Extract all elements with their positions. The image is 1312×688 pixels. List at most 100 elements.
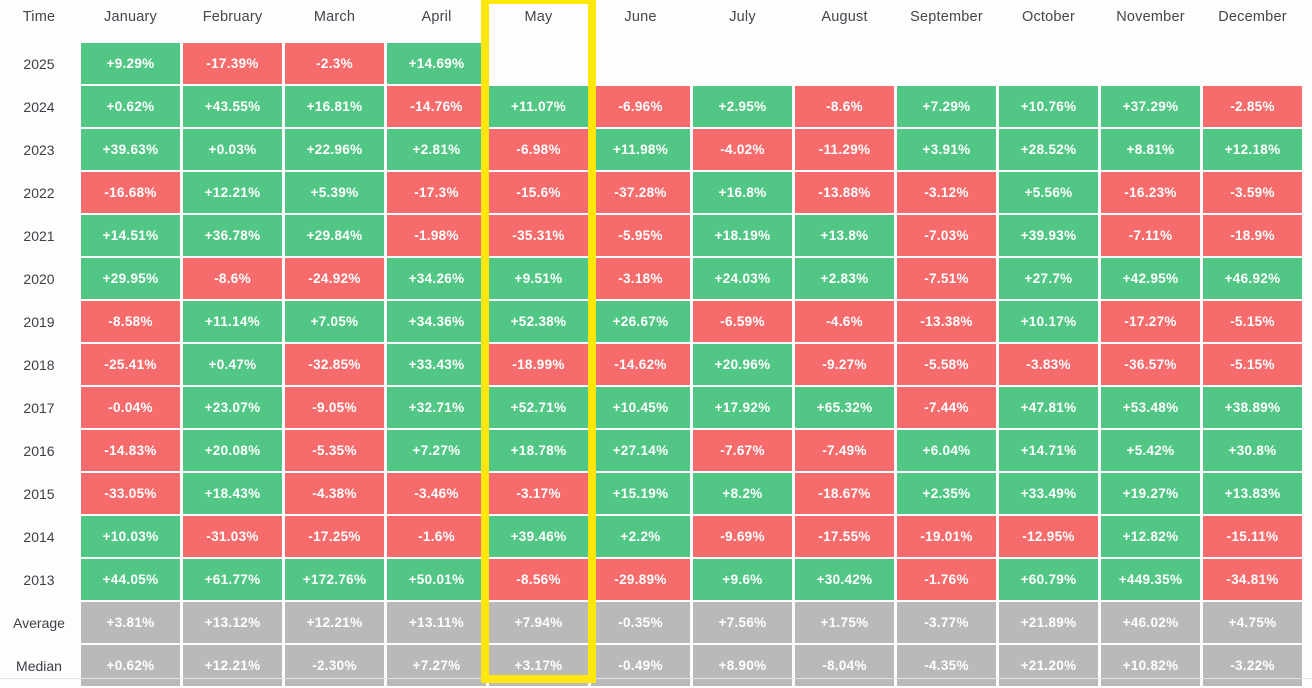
return-cell-2019-february: +11.14% (183, 301, 282, 342)
return-cell-2020-august: +2.83% (795, 258, 894, 299)
return-cell-2016-june: +27.14% (591, 430, 690, 471)
return-cell-2020-october: +27.7% (999, 258, 1098, 299)
return-cell-median-april: +7.27% (387, 645, 486, 686)
return-cell-2020-september: -7.51% (897, 258, 996, 299)
return-cell-2021-february: +36.78% (183, 215, 282, 256)
return-cell-2018-february: +0.47% (183, 344, 282, 385)
return-cell-2015-october: +33.49% (999, 473, 1098, 514)
return-cell-2022-july: +16.8% (693, 172, 792, 213)
return-cell-2016-march: -5.35% (285, 430, 384, 471)
return-cell-2021-november: -7.11% (1101, 215, 1200, 256)
return-cell-2015-june: +15.19% (591, 473, 690, 514)
column-header-february: February (202, 9, 263, 25)
return-cell-2015-february: +18.43% (183, 473, 282, 514)
return-cell-2016-august: -7.49% (795, 430, 894, 471)
return-cell-2021-september: -7.03% (897, 215, 996, 256)
column-header-june: June (624, 9, 657, 25)
return-cell-2015-november: +19.27% (1101, 473, 1200, 514)
return-cell-2018-november: -36.57% (1101, 344, 1200, 385)
return-cell-2024-january: +0.62% (81, 86, 180, 127)
column-header-january: January (104, 9, 157, 25)
return-cell-2019-september: -13.38% (897, 301, 996, 342)
return-cell-2016-february: +20.08% (183, 430, 282, 471)
return-cell-2016-april: +7.27% (387, 430, 486, 471)
return-cell-2014-december: -15.11% (1203, 516, 1302, 557)
return-cell-median-august: -8.04% (795, 645, 894, 686)
return-cell-2018-june: -14.62% (591, 344, 690, 385)
column-header-september: September (910, 9, 983, 25)
row-label-2020: 2020 (23, 270, 55, 287)
return-cell-2015-march: -4.38% (285, 473, 384, 514)
return-cell-2013-november: +449.35% (1101, 559, 1200, 600)
return-cell-median-september: -4.35% (897, 645, 996, 686)
return-cell-2020-december: +46.92% (1203, 258, 1302, 299)
column-header-march: March (313, 9, 356, 25)
return-cell-2019-july: -6.59% (693, 301, 792, 342)
return-cell-2017-may: +52.71% (489, 387, 588, 428)
return-cell-median-march: -2.30% (285, 645, 384, 686)
return-cell-2013-june: -29.89% (591, 559, 690, 600)
return-cell-2017-october: +47.81% (999, 387, 1098, 428)
return-cell-2023-april: +2.81% (387, 129, 486, 170)
row-label-2023: 2023 (23, 141, 55, 158)
return-cell-2019-april: +34.36% (387, 301, 486, 342)
return-cell-2013-september: -1.76% (897, 559, 996, 600)
return-cell-2024-february: +43.55% (183, 86, 282, 127)
return-cell-2024-april: -14.76% (387, 86, 486, 127)
return-cell-2013-december: -34.81% (1203, 559, 1302, 600)
return-cell-2025-may (489, 43, 588, 84)
return-cell-2019-june: +26.67% (591, 301, 690, 342)
row-label-median: Median (16, 657, 62, 674)
return-cell-2019-october: +10.17% (999, 301, 1098, 342)
return-cell-2022-september: -3.12% (897, 172, 996, 213)
return-cell-2024-june: -6.96% (591, 86, 690, 127)
return-cell-2016-december: +30.8% (1203, 430, 1302, 471)
return-cell-2024-september: +7.29% (897, 86, 996, 127)
return-cell-2022-february: +12.21% (183, 172, 282, 213)
return-cell-2022-may: -15.6% (489, 172, 588, 213)
return-cell-2016-november: +5.42% (1101, 430, 1200, 471)
return-cell-2019-december: -5.15% (1203, 301, 1302, 342)
return-cell-average-april: +13.11% (387, 602, 486, 643)
return-cell-2014-october: -12.95% (999, 516, 1098, 557)
return-cell-2024-october: +10.76% (999, 86, 1098, 127)
return-cell-2019-august: -4.6% (795, 301, 894, 342)
return-cell-median-july: +8.90% (693, 645, 792, 686)
return-cell-2021-october: +39.93% (999, 215, 1098, 256)
return-cell-2021-may: -35.31% (489, 215, 588, 256)
return-cell-median-may: +3.17% (489, 645, 588, 686)
return-cell-2024-march: +16.81% (285, 86, 384, 127)
return-cell-2020-july: +24.03% (693, 258, 792, 299)
return-cell-2013-january: +44.05% (81, 559, 180, 600)
return-cell-2021-december: -18.9% (1203, 215, 1302, 256)
row-label-2017: 2017 (23, 399, 55, 416)
return-cell-average-july: +7.56% (693, 602, 792, 643)
return-cell-2017-april: +32.71% (387, 387, 486, 428)
return-cell-2023-november: +8.81% (1101, 129, 1200, 170)
return-cell-2017-december: +38.89% (1203, 387, 1302, 428)
return-cell-2017-january: -0.04% (81, 387, 180, 428)
column-header-may: May (524, 9, 553, 25)
return-cell-2023-june: +11.98% (591, 129, 690, 170)
return-cell-2018-october: -3.83% (999, 344, 1098, 385)
column-header-august: August (821, 9, 868, 25)
row-label-2015: 2015 (23, 485, 55, 502)
return-cell-2020-february: -8.6% (183, 258, 282, 299)
return-cell-2022-march: +5.39% (285, 172, 384, 213)
return-cell-2025-november (1101, 43, 1200, 84)
return-cell-2022-january: -16.68% (81, 172, 180, 213)
return-cell-2025-march: -2.3% (285, 43, 384, 84)
row-label-2018: 2018 (23, 356, 55, 373)
return-cell-2021-august: +13.8% (795, 215, 894, 256)
return-cell-2023-february: +0.03% (183, 129, 282, 170)
return-cell-2023-july: -4.02% (693, 129, 792, 170)
return-cell-2023-january: +39.63% (81, 129, 180, 170)
return-cell-2017-november: +53.48% (1101, 387, 1200, 428)
return-cell-average-january: +3.81% (81, 602, 180, 643)
return-cell-median-december: -3.22% (1203, 645, 1302, 686)
return-cell-2014-november: +12.82% (1101, 516, 1200, 557)
return-cell-2021-july: +18.19% (693, 215, 792, 256)
return-cell-2019-january: -8.58% (81, 301, 180, 342)
return-cell-2016-september: +6.04% (897, 430, 996, 471)
